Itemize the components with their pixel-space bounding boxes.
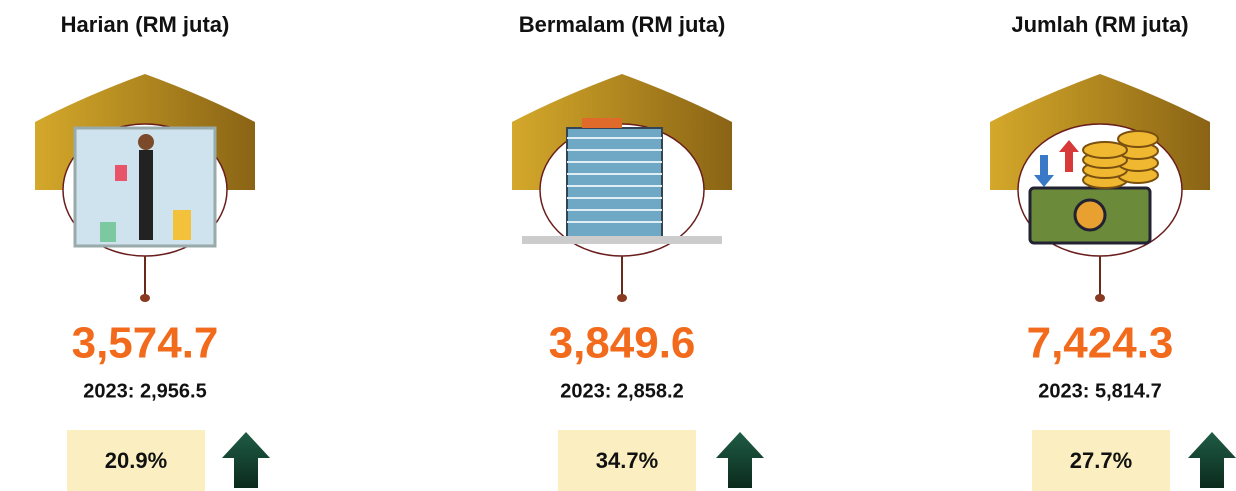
icon-head	[138, 134, 154, 150]
icon-coin	[1083, 142, 1127, 158]
current-value: 3,849.6	[549, 319, 696, 368]
up-arrow	[716, 432, 764, 488]
panel-title: Harian (RM juta)	[61, 12, 230, 37]
change-value: 20.9%	[105, 448, 167, 473]
icon-base	[522, 236, 722, 244]
icon-dollar	[1075, 200, 1105, 230]
previous-value: 2023: 5,814.7	[1038, 380, 1161, 402]
icon-roof	[582, 118, 622, 128]
panel-title: Bermalam (RM juta)	[519, 12, 726, 37]
current-value: 7,424.3	[1027, 319, 1174, 368]
previous-value: 2023: 2,858.2	[560, 380, 683, 402]
up-arrow	[222, 432, 270, 488]
icon-bag	[173, 210, 191, 240]
up-arrow	[1188, 432, 1236, 488]
stem-dot	[140, 294, 150, 302]
infographic: Harian (RM juta) 3,574.7 2023: 2,956.5 20.9…	[0, 0, 1236, 491]
icon-bag	[115, 165, 127, 181]
current-value: 3,574.7	[72, 319, 219, 368]
icon-shopper	[139, 150, 153, 240]
panel-title: Jumlah (RM juta)	[1011, 12, 1188, 37]
stem-dot	[617, 294, 627, 302]
icon-coin	[1118, 131, 1158, 147]
panel: Bermalam (RM juta) 3,849.6 2023: 2,858.2 34…	[512, 12, 764, 491]
icon-bag	[100, 222, 116, 242]
change-value: 27.7%	[1070, 448, 1132, 473]
change-value: 34.7%	[596, 448, 658, 473]
panel: Jumlah (RM juta) 7,424.3 2023: 5,814.7 27.7…	[990, 12, 1236, 491]
stem-dot	[1095, 294, 1105, 302]
panel: Harian (RM juta) 3,574.7 2023: 2,956.5 20.9…	[35, 12, 270, 491]
previous-value: 2023: 2,956.5	[83, 380, 206, 402]
